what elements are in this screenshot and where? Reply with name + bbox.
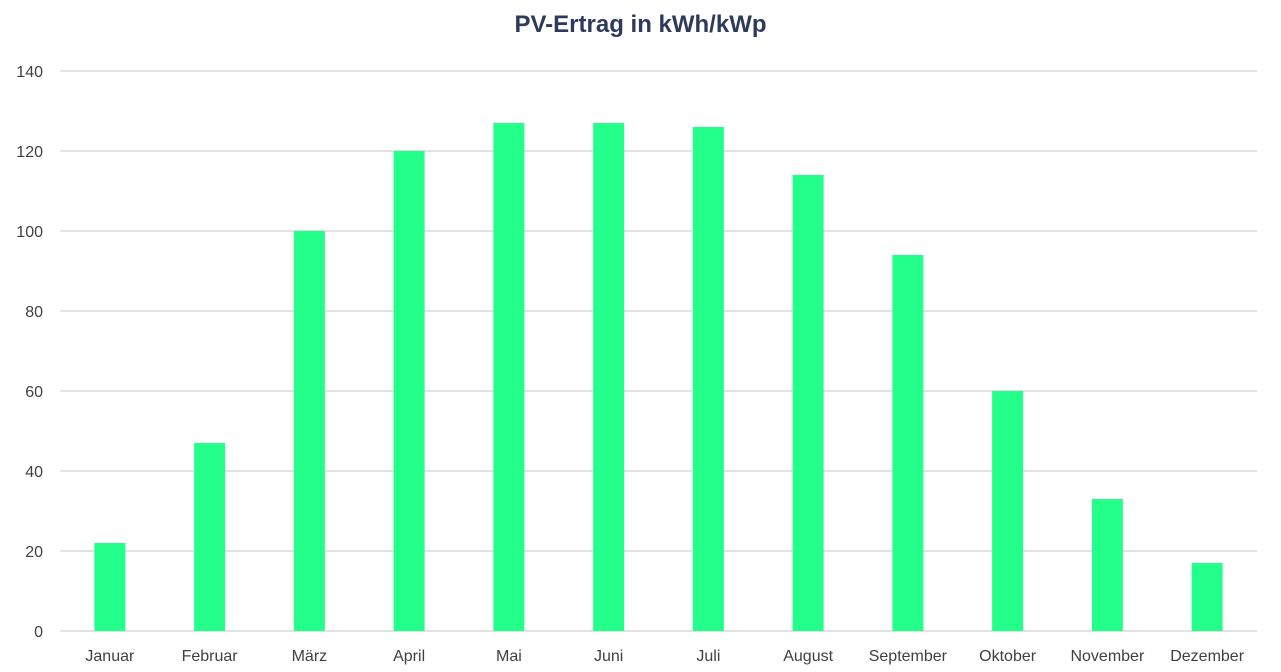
y-tick-label: 80 bbox=[25, 304, 43, 321]
x-tick-label: Mai bbox=[496, 648, 522, 665]
y-tick-label: 60 bbox=[25, 384, 43, 401]
chart-title: PV-Ertrag in kWh/kWp bbox=[514, 11, 767, 38]
y-tick-label: 140 bbox=[16, 64, 43, 81]
bar-januar bbox=[94, 543, 126, 631]
y-tick-label: 0 bbox=[34, 624, 43, 641]
x-tick-label: Juli bbox=[696, 648, 720, 665]
x-tick-label: Januar bbox=[85, 648, 135, 665]
bar-dezember bbox=[1191, 563, 1223, 631]
x-tick-label: März bbox=[292, 648, 328, 665]
bar-oktober bbox=[992, 391, 1024, 631]
bars bbox=[94, 123, 1223, 631]
x-tick-label: Juni bbox=[594, 648, 623, 665]
y-tick-label: 40 bbox=[25, 464, 43, 481]
y-tick-label: 120 bbox=[16, 144, 43, 161]
y-tick-label: 20 bbox=[25, 544, 43, 561]
x-tick-label: Oktober bbox=[979, 648, 1037, 665]
gridlines bbox=[60, 70, 1257, 632]
bar-november bbox=[1091, 499, 1123, 631]
x-tick-label: September bbox=[869, 648, 948, 665]
x-tick-label: April bbox=[393, 648, 425, 665]
bar-juli bbox=[692, 127, 724, 631]
x-tick-label: Februar bbox=[182, 648, 239, 665]
bar-märz bbox=[293, 231, 325, 631]
x-axis-ticks: Januar Februar März April Mai Juni Juli August S… bbox=[85, 648, 1244, 665]
x-tick-label: August bbox=[783, 648, 833, 665]
bar-mai bbox=[493, 123, 525, 631]
bar-februar bbox=[194, 443, 226, 631]
bar-august bbox=[792, 175, 824, 631]
x-tick-label: November bbox=[1070, 648, 1144, 665]
x-tick-label: Dezember bbox=[1170, 648, 1244, 665]
bar-juni bbox=[593, 123, 625, 631]
bar-april bbox=[393, 151, 425, 631]
y-tick-label: 100 bbox=[16, 224, 43, 241]
bar-september bbox=[892, 255, 924, 631]
y-axis-ticks: 0 20 40 60 80 100 120 140 bbox=[16, 64, 43, 641]
